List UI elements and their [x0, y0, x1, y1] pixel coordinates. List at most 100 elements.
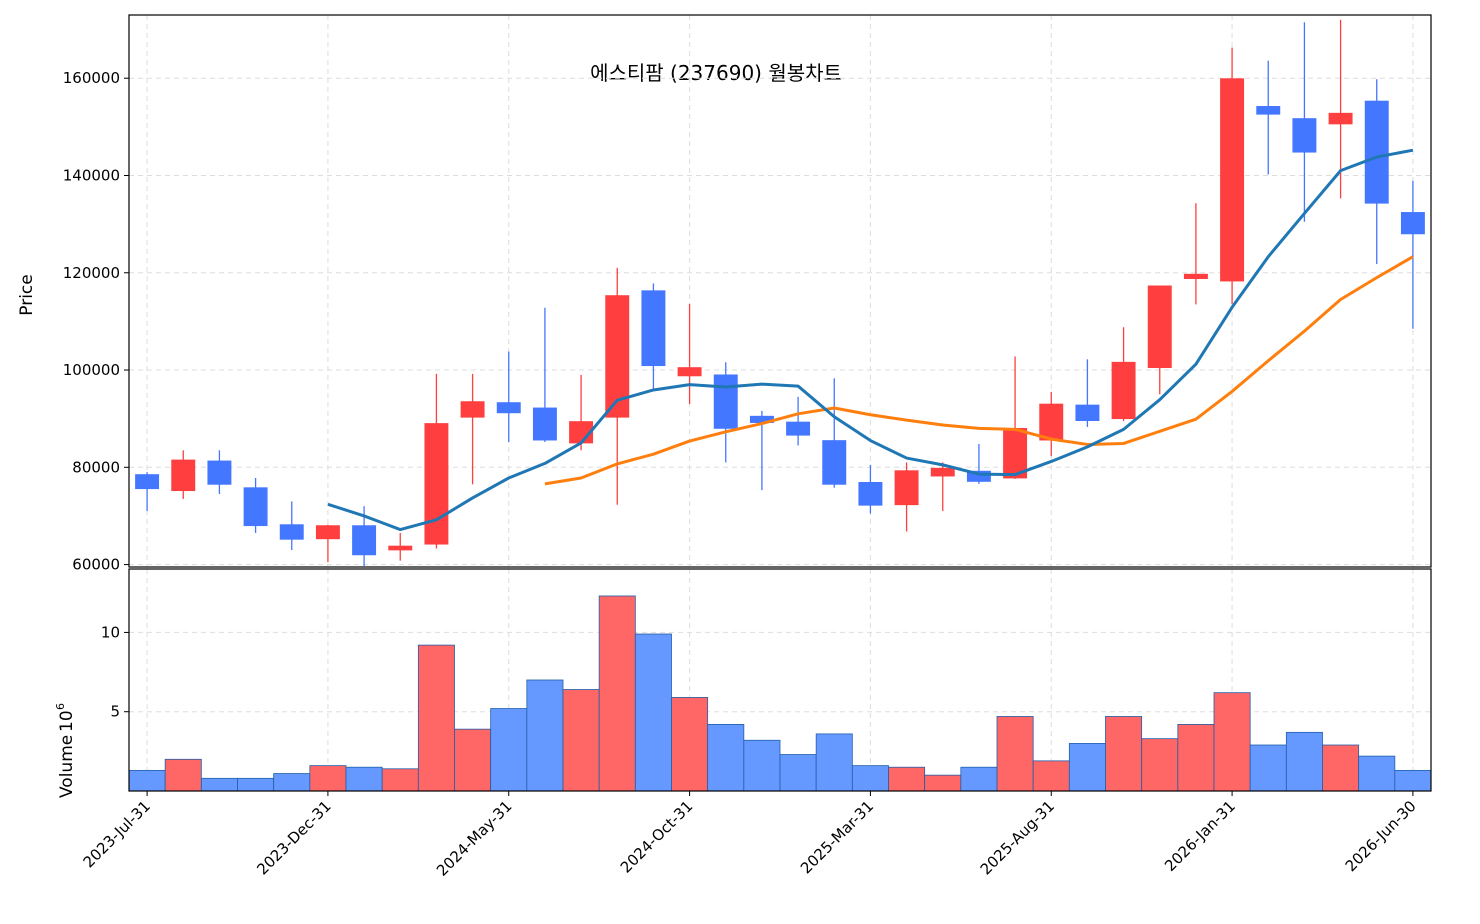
candle-body: [279, 524, 304, 540]
price-axis-label: Price: [17, 274, 37, 315]
volume-bar: [345, 766, 383, 792]
candle-body: [1075, 404, 1100, 422]
volume-bars: [128, 595, 1432, 792]
moving-averages: [327, 148, 1414, 532]
price-candles: [135, 19, 1425, 567]
volume-tick-label: 5: [110, 703, 120, 721]
volume-axis-exponent-base: 10: [57, 710, 77, 732]
volume-bar: [1394, 769, 1432, 792]
candle-body: [1364, 100, 1389, 204]
price-tick-label: 120000: [63, 264, 120, 282]
candle-body: [352, 525, 377, 556]
volume-bar: [1032, 760, 1070, 792]
x-tick-label: 2025-Aug-31: [977, 797, 1058, 878]
volume-axis-label-group: Volume 10 6: [54, 703, 77, 798]
x-tick-label: 2026-Jun-30: [1342, 797, 1420, 875]
candle-body: [243, 487, 268, 527]
volume-bar: [851, 765, 889, 792]
volume-bar: [562, 689, 600, 792]
volume-bar: [779, 754, 817, 792]
x-tick-label: 2024-May-31: [433, 797, 516, 880]
candle-body: [1400, 212, 1425, 235]
candle-body: [1292, 118, 1317, 153]
price-tick-label: 140000: [63, 166, 120, 184]
volume-bar: [128, 769, 166, 792]
volume-bar: [815, 733, 853, 792]
price-tick-label: 60000: [72, 556, 120, 574]
volume-bar: [888, 766, 926, 792]
volume-bar: [417, 644, 455, 792]
chart-title: 에스티팜 (237690) 월봉차트: [590, 61, 842, 85]
volume-bar: [1249, 744, 1287, 792]
volume-bar: [273, 773, 311, 792]
candle-body: [858, 481, 883, 506]
volume-bar: [526, 679, 564, 792]
volume-bar: [381, 768, 419, 792]
candle-body: [786, 421, 811, 436]
x-tick-label: 2026-Jan-31: [1161, 797, 1239, 875]
volume-bar: [996, 716, 1034, 792]
price-tick-label: 80000: [72, 458, 120, 476]
volume-bar: [1177, 724, 1215, 792]
candle-body: [171, 459, 196, 492]
volume-bar: [1141, 738, 1179, 792]
candle-body: [713, 374, 738, 429]
candle-body: [1256, 106, 1281, 115]
volume-bar: [490, 708, 528, 792]
volume-bar: [671, 697, 709, 792]
volume-bar: [1322, 744, 1360, 792]
moving-average-long-line: [544, 255, 1414, 486]
price-panel-frame: [128, 14, 1432, 568]
x-tick-label: 2024-Oct-31: [617, 797, 697, 877]
volume-bar: [743, 739, 781, 792]
volume-bar: [598, 595, 636, 792]
candle-body: [1039, 403, 1064, 441]
volume-bar: [960, 766, 998, 792]
x-tick-label: 2023-Dec-31: [253, 797, 334, 878]
volume-bar: [164, 758, 202, 792]
candle-body: [315, 525, 340, 540]
x-tick-label: 2025-Mar-31: [797, 797, 877, 877]
volume-bar: [634, 633, 672, 792]
candle-body: [207, 460, 232, 485]
volume-tick-label: 10: [101, 623, 120, 641]
x-tick-label: 2023-Jul-31: [80, 797, 154, 871]
volume-bar: [1105, 716, 1143, 792]
candle-body: [496, 402, 521, 414]
candle-body: [605, 295, 630, 418]
volume-axis-label: Volume: [57, 735, 77, 798]
volume-bar: [237, 777, 275, 792]
volume-axis-exponent-power: 6: [54, 703, 67, 710]
volume-panel-frame: [128, 568, 1432, 792]
candle-body: [1220, 78, 1245, 282]
volume-bar: [1068, 743, 1106, 792]
price-tick-label: 160000: [63, 69, 120, 87]
candle-body: [894, 470, 919, 506]
candle-body: [1328, 112, 1353, 125]
volume-bar: [1213, 692, 1251, 792]
volume-bar: [454, 728, 492, 792]
price-tick-label: 100000: [63, 361, 120, 379]
candle-body: [677, 367, 702, 377]
candle-body: [135, 474, 160, 490]
volume-bar: [1285, 731, 1323, 792]
volume-bar: [924, 774, 962, 792]
candle-body: [966, 470, 991, 482]
candle-body: [930, 467, 955, 477]
volume-bar: [707, 724, 745, 792]
candle-body: [641, 290, 666, 367]
volume-bar: [309, 765, 347, 792]
candle-body: [460, 401, 485, 418]
candle-body: [532, 407, 557, 441]
volume-bar: [200, 777, 238, 792]
volume-bar: [1358, 755, 1396, 792]
volume-grid: [129, 569, 1431, 791]
candle-body: [424, 423, 449, 545]
candle-body: [1183, 273, 1208, 279]
candle-body: [1111, 361, 1136, 420]
candle-body: [822, 440, 847, 485]
moving-average-short-line: [327, 148, 1414, 532]
candle-body: [1147, 285, 1172, 368]
candle-body: [388, 545, 413, 551]
